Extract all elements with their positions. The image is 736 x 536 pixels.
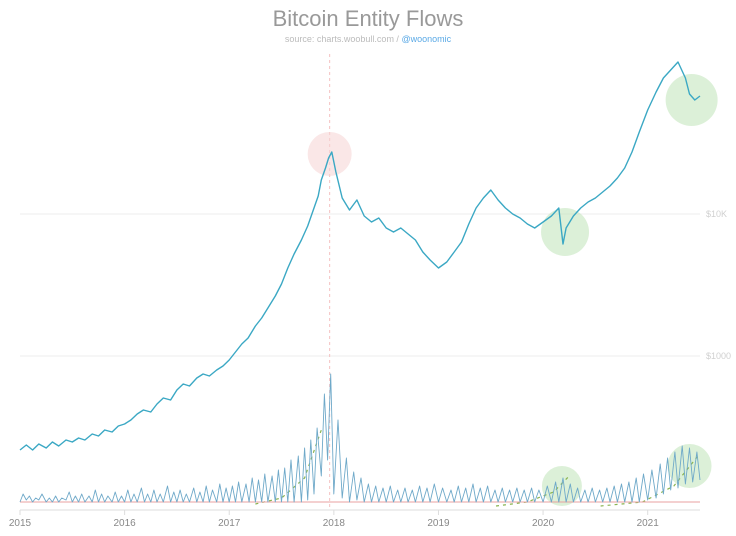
svg-text:$1000: $1000 xyxy=(706,351,731,361)
svg-text:2019: 2019 xyxy=(427,518,450,529)
svg-text:2015: 2015 xyxy=(9,518,32,529)
chart-container: Bitcoin Entity Flows source: charts.woob… xyxy=(0,0,736,536)
svg-text:2020: 2020 xyxy=(532,518,555,529)
svg-text:2016: 2016 xyxy=(113,518,136,529)
svg-text:2017: 2017 xyxy=(218,518,241,529)
chart-svg: $10K $1000 2015 2016 2017 2018 2019 2020 2021 xyxy=(0,0,736,536)
svg-text:$10K: $10K xyxy=(706,209,727,219)
svg-text:2018: 2018 xyxy=(323,518,346,529)
svg-text:2021: 2021 xyxy=(637,518,660,529)
